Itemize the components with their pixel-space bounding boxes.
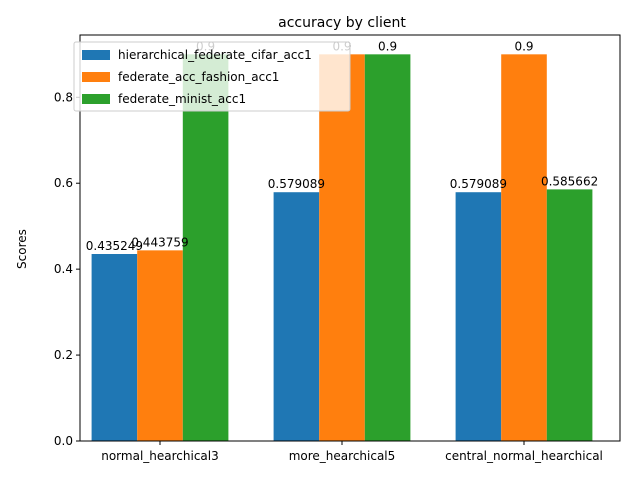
- legend-swatch-3: [82, 94, 110, 104]
- bar-3-2: [364, 54, 411, 441]
- legend: hierarchical_federate_cifar_acc1 federate…: [73, 41, 351, 112]
- y-tick-label-5: 0.8: [54, 90, 73, 104]
- x-tick-label-3: central_normal_hearchical: [445, 449, 603, 463]
- y-tick-label-2: 0.2: [54, 348, 73, 362]
- data-label-3-2: 0.9: [378, 39, 397, 53]
- bar-2-3: [501, 54, 547, 441]
- legend-swatch-1: [82, 50, 110, 60]
- data-label-3-3: 0.585662: [541, 174, 598, 188]
- y-tick-label-3: 0.4: [54, 262, 73, 276]
- y-tick-label-1: 0.0: [54, 434, 73, 448]
- x-tick-label-1: normal_hearchical3: [101, 449, 219, 463]
- bar-1-2: [273, 192, 320, 441]
- legend-label-1: hierarchical_federate_cifar_acc1: [118, 48, 312, 62]
- bar-1-1: [91, 254, 138, 441]
- legend-label-2: federate_acc_fashion_acc1: [118, 70, 279, 84]
- legend-label-3: federate_minist_acc1: [118, 92, 246, 106]
- plot-frame: [79, 34, 621, 442]
- bar-3-3: [546, 189, 593, 441]
- bar-2-1: [137, 250, 183, 441]
- legend-box: [73, 41, 351, 112]
- bar-2-2: [319, 54, 365, 441]
- legend-swatch-2: [82, 72, 110, 82]
- data-label-1-1: 0.435249: [86, 239, 143, 253]
- y-tick-label-4: 0.6: [54, 176, 73, 190]
- bars-group: [91, 54, 593, 441]
- y-axis-ticks: 0.0 0.2 0.4 0.6 0.8: [54, 90, 80, 448]
- bar-1-3: [455, 192, 502, 441]
- x-axis-ticks: normal_hearchical3 more_hearchical5 centra…: [101, 441, 603, 463]
- data-label-2-3: 0.9: [514, 39, 533, 53]
- data-label-1-3: 0.579089: [450, 177, 507, 191]
- data-label-1-2: 0.579089: [268, 177, 325, 191]
- data-label-2-1: 0.443759: [131, 235, 188, 249]
- chart-title: accuracy by client: [278, 15, 406, 31]
- x-tick-label-2: more_hearchical5: [289, 449, 396, 463]
- bar-3-1: [182, 54, 229, 441]
- y-axis-label: Scores: [15, 229, 29, 269]
